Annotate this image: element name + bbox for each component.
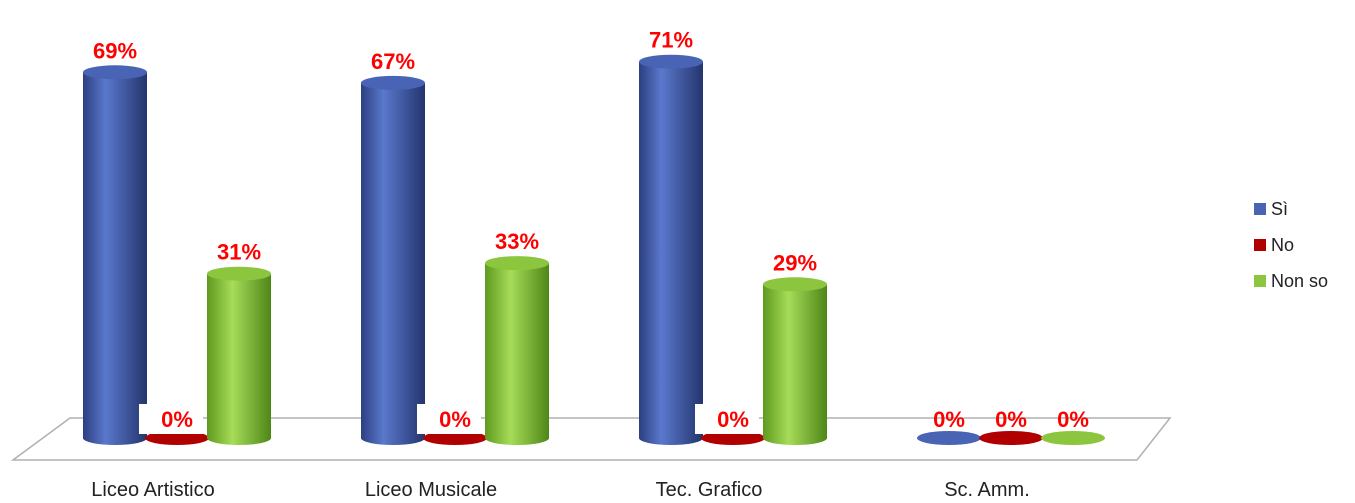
category-labels-layer: Liceo Artistico Liceo Musicale Tec. Grafic… [91, 479, 1029, 501]
bar-liceo-musicale-no-disc [423, 431, 487, 445]
data-label-sc-amm-s: 0% [933, 407, 965, 432]
bar-liceo-musicale-non-so-top [485, 256, 549, 271]
data-label-liceo-artistico-non-so: 31% [217, 240, 261, 265]
bar-sc-amm-s-disc [917, 431, 981, 445]
bar-liceo-musicale-s-body [361, 82, 425, 446]
data-label-tec-grafico-non-so: 29% [773, 250, 817, 275]
bar-tec-grafico-s-body [639, 61, 703, 445]
bar-tec-grafico-no [701, 431, 765, 445]
legend-swatch-s [1254, 203, 1266, 215]
data-label-bg-liceo-musicale-no [417, 404, 481, 434]
bar-liceo-musicale-s [361, 75, 425, 446]
bar-tec-grafico-no-disc [701, 431, 765, 445]
legend-item-no: No [1254, 235, 1294, 255]
bar-liceo-artistico-non-so-top [207, 266, 271, 281]
legend: Sì No Non so [1254, 199, 1328, 291]
bar-liceo-artistico-s [83, 65, 147, 446]
bar-sc-amm-no [979, 431, 1043, 445]
data-labels-layer: 69% 0% 31% 67% 0% 33% 71% 0% 29% 0% 0% 0% [93, 28, 1089, 434]
bar-liceo-artistico-no-disc [145, 431, 209, 445]
bar-tec-grafico-s-top [639, 54, 703, 69]
category-label-liceo-musicale: Liceo Musicale [365, 479, 497, 501]
data-label-liceo-musicale-no: 0% [439, 407, 471, 432]
data-label-sc-amm-non-so: 0% [1057, 407, 1089, 432]
bar-liceo-artistico-non-so-body [207, 273, 271, 445]
bars-layer [83, 54, 1105, 446]
data-label-sc-amm-no: 0% [995, 407, 1027, 432]
data-label-bg-tec-grafico-no [695, 404, 759, 434]
bar-liceo-musicale-non-so [485, 256, 549, 445]
data-label-tec-grafico-no: 0% [717, 407, 749, 432]
bar-liceo-musicale-non-so-body [485, 263, 549, 445]
category-label-sc-amm: Sc. Amm. [944, 479, 1030, 501]
bar-tec-grafico-non-so [763, 277, 827, 445]
data-label-liceo-musicale-non-so: 33% [495, 229, 539, 254]
data-label-tec-grafico-s: 71% [649, 28, 693, 53]
data-label-liceo-musicale-s: 67% [371, 49, 415, 74]
data-label-liceo-artistico-no: 0% [161, 407, 193, 432]
data-label-liceo-artistico-s: 69% [93, 38, 137, 63]
legend-label-non-so: Non so [1271, 271, 1328, 291]
category-label-tec-grafico: Tec. Grafico [656, 479, 763, 501]
bar-liceo-artistico-non-so [207, 266, 271, 445]
bar-liceo-musicale-s-top [361, 75, 425, 90]
bar-sc-amm-non-so [1041, 431, 1105, 445]
bar-sc-amm-non-so-disc [1041, 431, 1105, 445]
legend-item-non-so: Non so [1254, 271, 1328, 291]
data-label-bg-liceo-artistico-no [139, 404, 203, 434]
legend-item-s: Sì [1254, 199, 1288, 219]
bar-liceo-artistico-s-top [83, 65, 147, 80]
category-label-liceo-artistico: Liceo Artistico [91, 479, 214, 501]
bar-sc-amm-s [917, 431, 981, 445]
bar-tec-grafico-non-so-top [763, 277, 827, 292]
legend-label-s: Sì [1271, 199, 1288, 219]
bar-tec-grafico-s [639, 54, 703, 445]
bar-tec-grafico-non-so-body [763, 284, 827, 445]
legend-label-no: No [1271, 235, 1294, 255]
bar-sc-amm-no-disc [979, 431, 1043, 445]
bar-liceo-musicale-no [423, 431, 487, 445]
legend-swatch-non-so [1254, 275, 1266, 287]
bar-liceo-artistico-s-body [83, 72, 147, 446]
legend-swatch-no [1254, 239, 1266, 251]
bar-liceo-artistico-no [145, 431, 209, 445]
